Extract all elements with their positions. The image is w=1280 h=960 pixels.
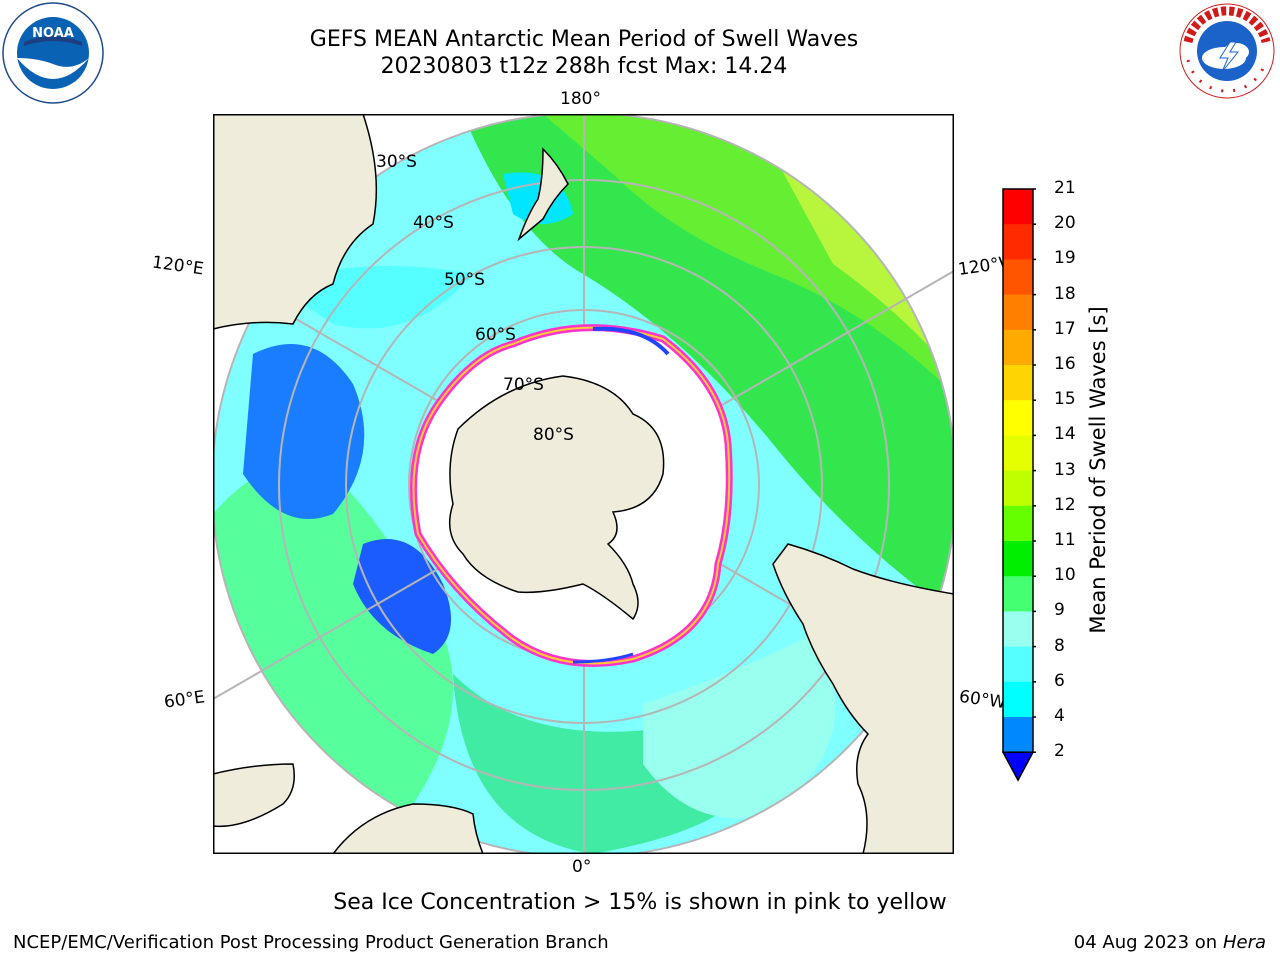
latitude-label-70s: 70°S xyxy=(503,375,544,395)
colorbar-tick-label: 21 xyxy=(1054,178,1076,198)
date-text: 04 Aug 2023 on Hera xyxy=(1074,932,1266,953)
colorbar-tick-label: 20 xyxy=(1054,213,1076,234)
colorbar-segment xyxy=(1003,189,1033,225)
latitude-label-50s: 50°S xyxy=(444,270,485,290)
colorbar-segment xyxy=(1003,681,1033,718)
latitude-label-30s: 30°S xyxy=(376,152,417,172)
colorbar-segment xyxy=(1003,400,1033,436)
colorbar-tick-label: 14 xyxy=(1054,424,1076,445)
colorbar-tick-label: 17 xyxy=(1054,318,1076,339)
meridian-label-upper-left: 120°E xyxy=(150,252,205,280)
noaa-logo-icon: NOAA xyxy=(2,2,104,104)
colorbar-segment xyxy=(1003,224,1033,260)
africa-land xyxy=(332,803,484,854)
colorbar-segment xyxy=(1003,259,1033,296)
polar-map xyxy=(213,114,954,854)
sea-ice-note: Sea Ice Concentration > 15% is shown in … xyxy=(333,890,947,915)
colorbar-tick-label: 18 xyxy=(1054,283,1076,304)
colorbar-tick-label: 15 xyxy=(1054,389,1076,410)
colorbar-tick-label: 6 xyxy=(1054,670,1065,691)
colorbar-tick-label: 13 xyxy=(1054,459,1076,480)
date-value: 04 Aug 2023 on xyxy=(1073,932,1218,953)
svg-text:NOAA: NOAA xyxy=(32,26,74,41)
colorbar-segment xyxy=(1003,470,1033,507)
colorbar-tick-label: 19 xyxy=(1054,248,1076,269)
colorbar-tick-label: 12 xyxy=(1054,494,1076,515)
antarctica-land xyxy=(448,375,665,621)
colorbar xyxy=(1001,188,1036,782)
madagascar-land xyxy=(213,763,295,828)
south-america-land xyxy=(772,543,954,854)
latitude-label-80s: 80°S xyxy=(533,425,574,445)
colorbar-tick-label: 11 xyxy=(1054,530,1076,550)
latitude-label-40s: 40°S xyxy=(413,213,454,233)
meridian-label-bottom: 0° xyxy=(572,857,592,877)
colorbar-tick-label: 8 xyxy=(1054,635,1065,656)
chart-subtitle: 20230803 t12z 288h fcst Max: 14.24 xyxy=(380,54,788,79)
latitude-label-60s: 60°S xyxy=(475,325,516,345)
colorbar-tick-label: 16 xyxy=(1054,354,1076,374)
meridian-label-top: 180° xyxy=(560,89,601,109)
colorbar-segment xyxy=(1003,365,1033,401)
colorbar-segment xyxy=(1003,505,1033,542)
colorbar-segment xyxy=(1003,646,1033,683)
colorbar-tick-label: 2 xyxy=(1054,741,1065,762)
credit-text: NCEP/EMC/Verification Post Processing Pr… xyxy=(13,932,609,953)
colorbar-extend-triangle xyxy=(1001,751,1035,782)
new-zealand-land xyxy=(517,147,569,242)
colorbar-segment xyxy=(1003,294,1033,331)
colorbar-tick-label: 4 xyxy=(1054,706,1065,726)
colorbar-segment xyxy=(1003,329,1033,366)
meridian-label-lower-left: 60°E xyxy=(162,687,207,713)
polar-map-canvas xyxy=(213,114,954,854)
colorbar-title: Mean Period of Swell Waves [s] xyxy=(1086,306,1110,634)
colorbar-segment xyxy=(1003,576,1033,612)
colorbar-segment xyxy=(1003,541,1033,577)
colorbar-segment xyxy=(1003,717,1033,753)
chart-title: GEFS MEAN Antarctic Mean Period of Swell… xyxy=(309,27,859,52)
machine-name: Hera xyxy=(1222,932,1266,953)
nws-logo-icon xyxy=(1179,3,1275,99)
australia-land xyxy=(213,114,378,330)
colorbar-segment xyxy=(1003,611,1033,648)
colorbar-tick-label: 9 xyxy=(1054,600,1065,621)
colorbar-tick-label: 10 xyxy=(1054,565,1076,586)
colorbar-segment xyxy=(1003,435,1033,472)
